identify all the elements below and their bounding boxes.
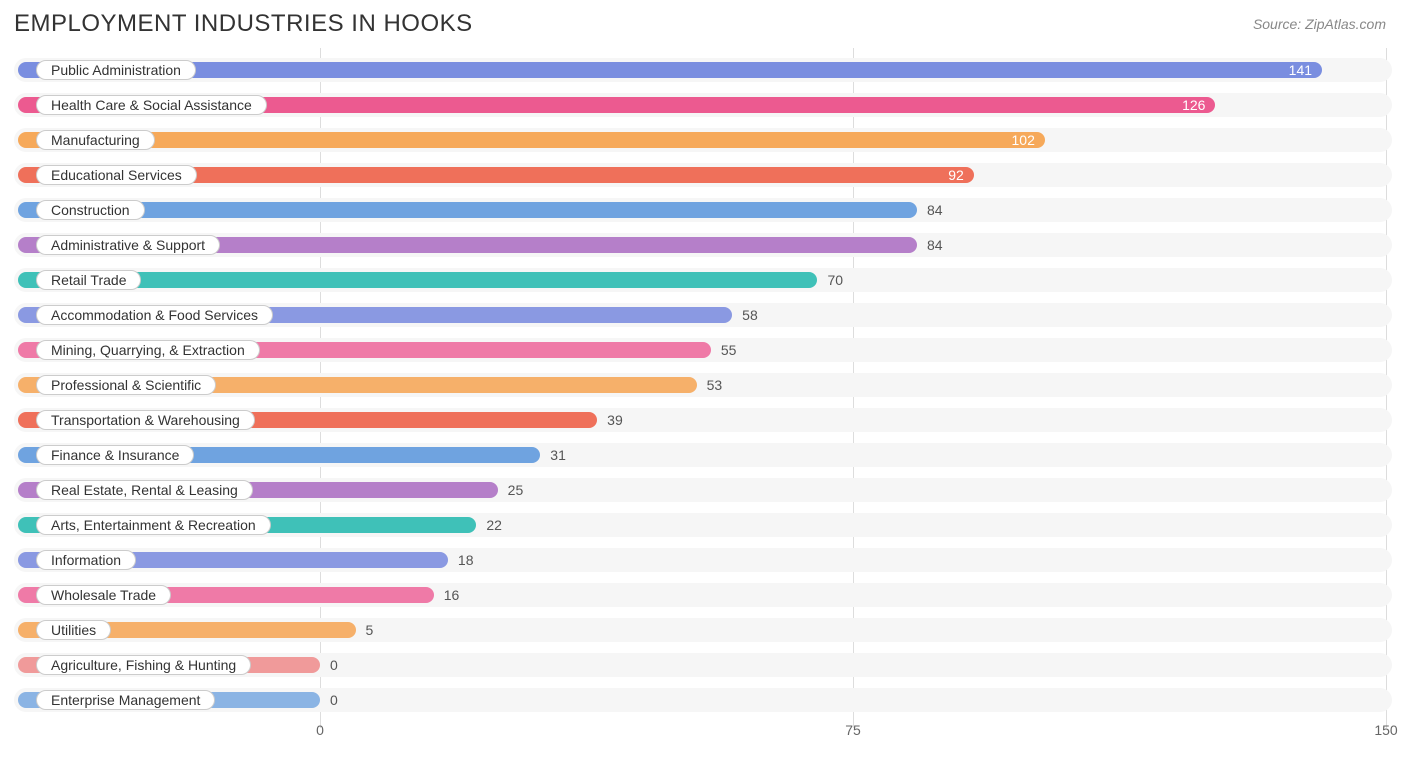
bar-value: 126 bbox=[1165, 89, 1205, 121]
bar-row: Agriculture, Fishing & Hunting 0 bbox=[14, 649, 1392, 681]
bar-fill bbox=[18, 202, 917, 218]
bar-label: Health Care & Social Assistance bbox=[36, 95, 267, 115]
bar-row: Utilities 5 bbox=[14, 614, 1392, 646]
bar-value: 84 bbox=[927, 229, 943, 261]
bar-label: Arts, Entertainment & Recreation bbox=[36, 515, 271, 535]
bar-row: Educational Services 92 bbox=[14, 159, 1392, 191]
bar-row: Public Administration 141 bbox=[14, 54, 1392, 86]
bar-label: Mining, Quarrying, & Extraction bbox=[36, 340, 260, 360]
bar-label: Wholesale Trade bbox=[36, 585, 171, 605]
bar-label: Professional & Scientific bbox=[36, 375, 216, 395]
bar-value: 16 bbox=[444, 579, 460, 611]
bar-value: 102 bbox=[995, 124, 1035, 156]
bar-row: Wholesale Trade 16 bbox=[14, 579, 1392, 611]
bar-label: Information bbox=[36, 550, 136, 570]
bar-label: Transportation & Warehousing bbox=[36, 410, 255, 430]
bar-value: 18 bbox=[458, 544, 474, 576]
bar-label: Construction bbox=[36, 200, 145, 220]
axis-tick-label: 75 bbox=[845, 722, 861, 738]
bar-row: Information 18 bbox=[14, 544, 1392, 576]
bar-row: Health Care & Social Assistance 126 bbox=[14, 89, 1392, 121]
chart-title: EMPLOYMENT INDUSTRIES IN HOOKS bbox=[14, 10, 473, 38]
bar-value: 5 bbox=[366, 614, 374, 646]
bar-value: 58 bbox=[742, 299, 758, 331]
bar-row: Retail Trade 70 bbox=[14, 264, 1392, 296]
bar-label: Finance & Insurance bbox=[36, 445, 194, 465]
bar-value: 70 bbox=[827, 264, 843, 296]
bar-value: 84 bbox=[927, 194, 943, 226]
bar-list: Public Administration141Health Care & So… bbox=[14, 48, 1392, 716]
bar-row: Finance & Insurance 31 bbox=[14, 439, 1392, 471]
bar-value: 55 bbox=[721, 334, 737, 366]
bar-row: Manufacturing 102 bbox=[14, 124, 1392, 156]
bar-value: 53 bbox=[707, 369, 723, 401]
bar-label: Public Administration bbox=[36, 60, 196, 80]
bar-row: Enterprise Management 0 bbox=[14, 684, 1392, 716]
bar-row: Professional & Scientific 53 bbox=[14, 369, 1392, 401]
bar-value: 0 bbox=[330, 649, 338, 681]
bar-label: Manufacturing bbox=[36, 130, 155, 150]
bar-row: Arts, Entertainment & Recreation 22 bbox=[14, 509, 1392, 541]
bar-label: Real Estate, Rental & Leasing bbox=[36, 480, 253, 500]
bar-value: 0 bbox=[330, 684, 338, 716]
bar-row: Transportation & Warehousing 39 bbox=[14, 404, 1392, 436]
bar-row: Real Estate, Rental & Leasing 25 bbox=[14, 474, 1392, 506]
chart-header: EMPLOYMENT INDUSTRIES IN HOOKS Source: Z… bbox=[0, 0, 1406, 44]
bar-fill bbox=[18, 132, 1045, 148]
bar-value: 31 bbox=[550, 439, 566, 471]
bar-value: 22 bbox=[486, 509, 502, 541]
bar-label: Agriculture, Fishing & Hunting bbox=[36, 655, 251, 675]
bar-label: Enterprise Management bbox=[36, 690, 215, 710]
bar-label: Administrative & Support bbox=[36, 235, 220, 255]
axis-tick-label: 150 bbox=[1374, 722, 1397, 738]
bar-label: Educational Services bbox=[36, 165, 197, 185]
bar-value: 39 bbox=[607, 404, 623, 436]
bar-label: Utilities bbox=[36, 620, 111, 640]
bar-row: Construction 84 bbox=[14, 194, 1392, 226]
x-axis: 075150 bbox=[14, 720, 1392, 746]
bar-fill bbox=[18, 62, 1322, 78]
bar-row: Administrative & Support 84 bbox=[14, 229, 1392, 261]
axis-tick-label: 0 bbox=[316, 722, 324, 738]
chart-area: Public Administration141Health Care & So… bbox=[14, 48, 1392, 728]
chart-source: Source: ZipAtlas.com bbox=[1253, 16, 1386, 32]
bar-value: 25 bbox=[508, 474, 524, 506]
bar-label: Retail Trade bbox=[36, 270, 141, 290]
bar-row: Mining, Quarrying, & Extraction 55 bbox=[14, 334, 1392, 366]
bar-row: Accommodation & Food Services 58 bbox=[14, 299, 1392, 331]
bar-label: Accommodation & Food Services bbox=[36, 305, 273, 325]
bar-value: 141 bbox=[1272, 54, 1312, 86]
bar-value: 92 bbox=[924, 159, 964, 191]
